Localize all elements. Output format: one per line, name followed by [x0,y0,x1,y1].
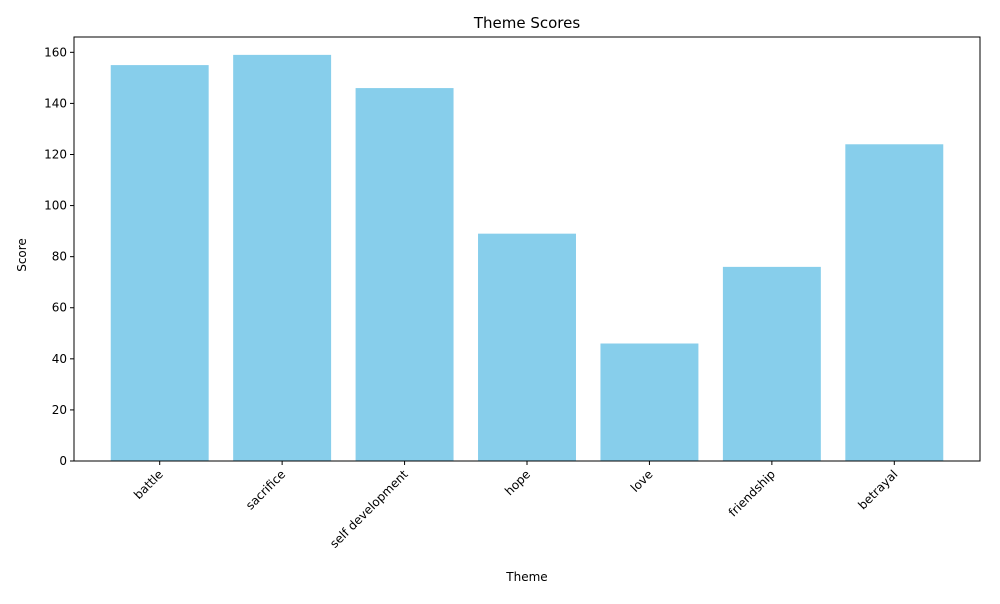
x-axis-label: Theme [505,570,547,584]
bar-sacrifice [233,54,332,461]
bar-hope [478,233,576,461]
y-tick-label: 140 [44,96,67,110]
x-tick-label: love [628,467,656,495]
x-tick-label: betrayal [855,467,900,512]
chart-title: Theme Scores [473,14,581,32]
y-axis-label: Score [15,238,29,272]
bar-self-development [355,88,454,461]
y-tick-label: 120 [44,147,67,161]
bar-friendship [722,266,821,461]
y-tick-label: 0 [59,454,67,468]
x-tick-label: hope [502,467,533,498]
bar-battle [110,65,209,461]
bar-love [600,343,699,461]
bar-betrayal [845,144,944,461]
y-tick-label: 60 [52,301,67,315]
y-tick-label: 20 [52,403,67,417]
y-tick-label: 80 [52,250,67,264]
x-tick-label: sacrifice [243,467,288,512]
y-tick-label: 160 [44,45,67,59]
plot-area: 0 20 40 60 80 100 120 140 160 battle sacrifice self… [44,36,981,551]
y-tick-label: 100 [44,199,67,213]
x-tick-label: self development [327,467,411,551]
x-tick-label: friendship [726,467,778,519]
y-tick-label: 40 [52,352,67,366]
x-tick-label: battle [131,467,166,502]
